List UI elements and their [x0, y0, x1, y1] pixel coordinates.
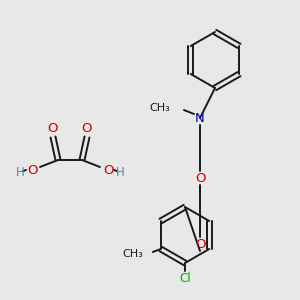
Text: H: H: [16, 166, 24, 178]
Text: Cl: Cl: [179, 272, 191, 286]
Text: O: O: [195, 238, 205, 250]
Text: O: O: [27, 164, 37, 176]
Text: N: N: [195, 112, 205, 124]
Text: CH₃: CH₃: [149, 103, 170, 113]
Text: O: O: [82, 122, 92, 136]
Text: CH₃: CH₃: [122, 249, 143, 259]
Text: H: H: [116, 166, 124, 178]
Text: O: O: [103, 164, 113, 176]
Text: O: O: [195, 172, 205, 184]
Text: O: O: [48, 122, 58, 136]
